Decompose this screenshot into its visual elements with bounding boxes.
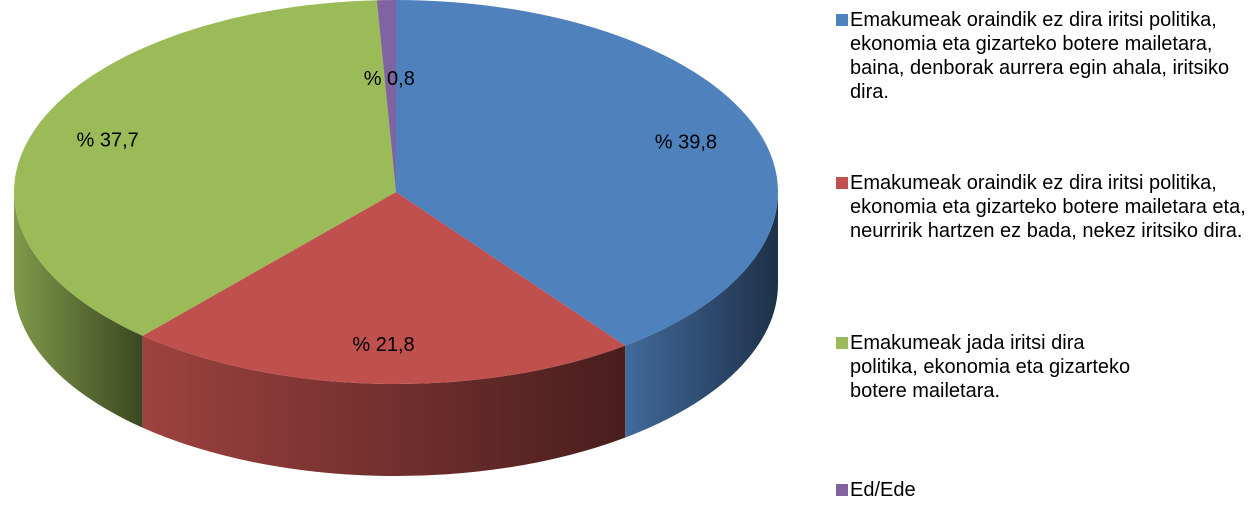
- legend-swatch: [836, 484, 848, 496]
- slice: [396, 0, 778, 346]
- legend-label: Emakumeak jada iritsi dira politika, eko…: [850, 332, 1131, 402]
- data-label: % 39,8: [655, 132, 717, 154]
- slice-side: [625, 192, 778, 438]
- legend-label: Ed/Ede: [850, 479, 916, 501]
- legend-item: Emakumeak oraindik ez dira iritsi politi…: [836, 8, 1250, 104]
- slice-side: [14, 192, 143, 428]
- data-label: % 0,8: [364, 68, 415, 90]
- legend-label: Emakumeak oraindik ez dira iritsi politi…: [850, 9, 1230, 103]
- data-label: % 37,7: [76, 129, 138, 151]
- data-label: % 21,8: [352, 334, 414, 356]
- pie-plot: % 39,8 % 21,8 % 37,7 % 0,8: [13, 0, 778, 476]
- slice: [142, 192, 626, 384]
- legend-swatch: [836, 14, 848, 26]
- slice-side: [142, 335, 626, 476]
- slice: [376, 0, 396, 192]
- legend-item: Emakumeak jada iritsi dira politika, eko…: [836, 331, 1140, 403]
- legend-swatch: [836, 337, 848, 349]
- legend-item: Ed/Ede: [836, 478, 1250, 502]
- legend-label: Emakumeak oraindik ez dira iritsi politi…: [850, 172, 1246, 242]
- slice: [13, 0, 396, 336]
- legend-swatch: [836, 177, 848, 189]
- legend-item: Emakumeak oraindik ez dira iritsi politi…: [836, 171, 1250, 243]
